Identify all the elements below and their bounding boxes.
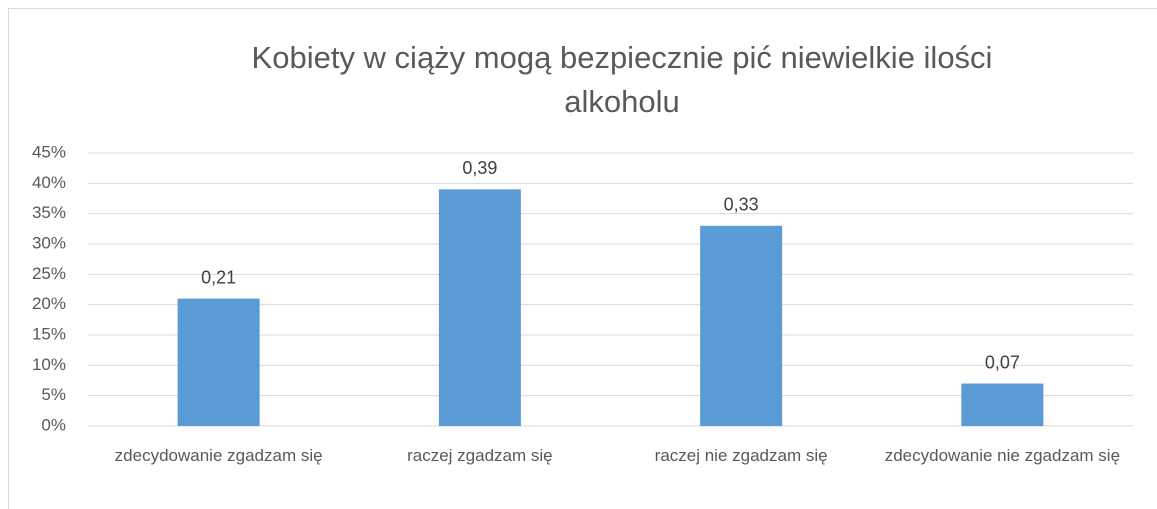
bar: [177, 298, 260, 426]
data-label: 0,07: [985, 352, 1020, 372]
x-tick-label: zdecydowanie nie zgadzam się: [884, 446, 1121, 465]
y-tick-label: 5%: [41, 385, 66, 404]
y-tick-label: 40%: [32, 173, 66, 192]
bar: [700, 225, 783, 426]
y-tick-label: 30%: [32, 233, 66, 252]
data-label: 0,21: [201, 267, 236, 287]
chart-border: [8, 8, 1157, 509]
x-tick-label: zdecydowanie zgadzam się: [114, 446, 323, 465]
data-label: 0,33: [724, 195, 759, 215]
y-tick-label: 20%: [32, 294, 66, 313]
x-tick-label: raczej nie zgadzam się: [654, 446, 828, 465]
chart-title: Kobiety w ciąży mogą bezpiecznie pić nie…: [251, 40, 993, 119]
y-tick-label: 45%: [32, 142, 66, 161]
bar: [961, 383, 1044, 426]
y-tick-label: 25%: [32, 264, 66, 283]
y-tick-label: 0%: [41, 415, 66, 434]
bar: [438, 189, 521, 426]
y-tick-label: 15%: [32, 324, 66, 343]
x-tick-label: raczej zgadzam się: [407, 446, 553, 465]
y-tick-label: 35%: [32, 203, 66, 222]
data-label: 0,39: [462, 158, 497, 178]
y-tick-label: 10%: [32, 355, 66, 374]
